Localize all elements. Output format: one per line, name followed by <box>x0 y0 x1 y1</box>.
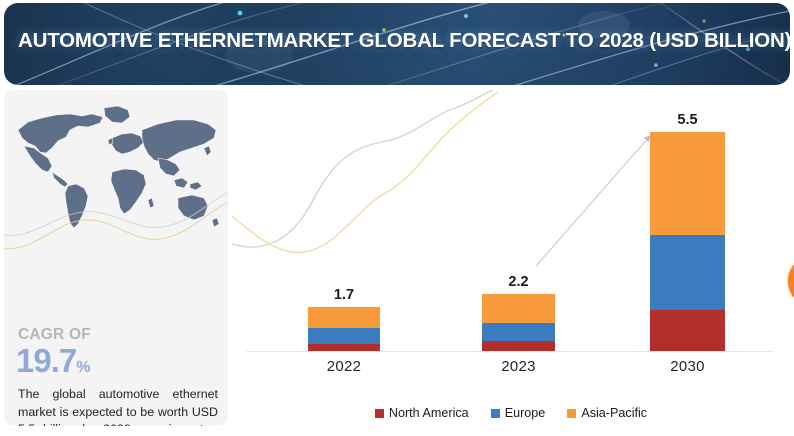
page-title: AUTOMOTIVE ETHERNETMARKET GLOBAL FORECAS… <box>18 29 790 52</box>
panel-description: The global automotive ethernet market is… <box>18 387 218 426</box>
legend-swatch-europe <box>490 408 500 418</box>
x-axis-line <box>246 351 774 352</box>
bar-value-2030: 5.5 <box>677 112 698 128</box>
bar-segment-north-america-2030[interactable] <box>650 310 725 351</box>
world-map-icon <box>8 96 224 238</box>
cagr-badge[interactable]: 19.7% <box>788 255 794 307</box>
cagr-number: 19.7 <box>16 342 77 379</box>
legend-item-europe[interactable]: Europe <box>490 406 546 420</box>
legend-swatch-asia-pacific <box>567 408 577 418</box>
bar-value-2023: 2.2 <box>508 274 529 290</box>
bar-segment-europe-2023[interactable] <box>482 323 555 341</box>
legend-label-asia-pacific: Asia-Pacific <box>581 406 648 420</box>
bar-segment-asia-pacific-2030[interactable] <box>650 132 725 235</box>
legend-label-north-america: North America <box>388 406 469 420</box>
bar-2030[interactable] <box>650 132 725 351</box>
chart-area: 1.7 2022 2.2 2023 5.5 2030 <box>232 90 794 436</box>
cagr-percent-sign: % <box>76 359 91 376</box>
legend-item-north-america[interactable]: North America <box>374 406 469 420</box>
category-label-2030: 2030 <box>670 358 705 375</box>
bar-segment-north-america-2023[interactable] <box>482 341 555 351</box>
bar-segment-europe-2030[interactable] <box>650 235 725 310</box>
cagr-label: CAGR OF <box>18 326 91 343</box>
header-banner: AUTOMOTIVE ETHERNETMARKET GLOBAL FORECAS… <box>4 3 790 85</box>
bar-2023[interactable] <box>482 294 555 351</box>
bar-segment-asia-pacific-2023[interactable] <box>482 294 555 323</box>
legend-swatch-north-america <box>374 408 384 418</box>
legend-item-asia-pacific[interactable]: Asia-Pacific <box>567 406 647 420</box>
category-label-2022: 2022 <box>326 358 362 375</box>
chart-legend: North America Europe Asia-Pacific <box>232 402 790 424</box>
cagr-value: 19.7% <box>16 342 90 380</box>
bar-segment-europe-2022[interactable] <box>308 328 380 344</box>
bar-segment-asia-pacific-2022[interactable] <box>308 307 380 328</box>
chart-background-curves <box>232 90 499 254</box>
plot-region: 1.7 2022 2.2 2023 5.5 2030 <box>232 90 790 390</box>
panel-curve-decoration <box>4 192 228 250</box>
category-label-2023: 2023 <box>501 358 536 375</box>
bar-segment-north-america-2022[interactable] <box>308 344 380 351</box>
legend-label-europe: Europe <box>504 406 546 420</box>
bar-value-2022: 1.7 <box>333 287 355 303</box>
cagr-growth-arrow <box>535 135 651 267</box>
left-info-panel: CAGR OF 19.7% The global automotive ethe… <box>4 90 228 426</box>
bar-2022[interactable] <box>308 307 380 351</box>
header-swoosh-decoration <box>14 3 790 85</box>
